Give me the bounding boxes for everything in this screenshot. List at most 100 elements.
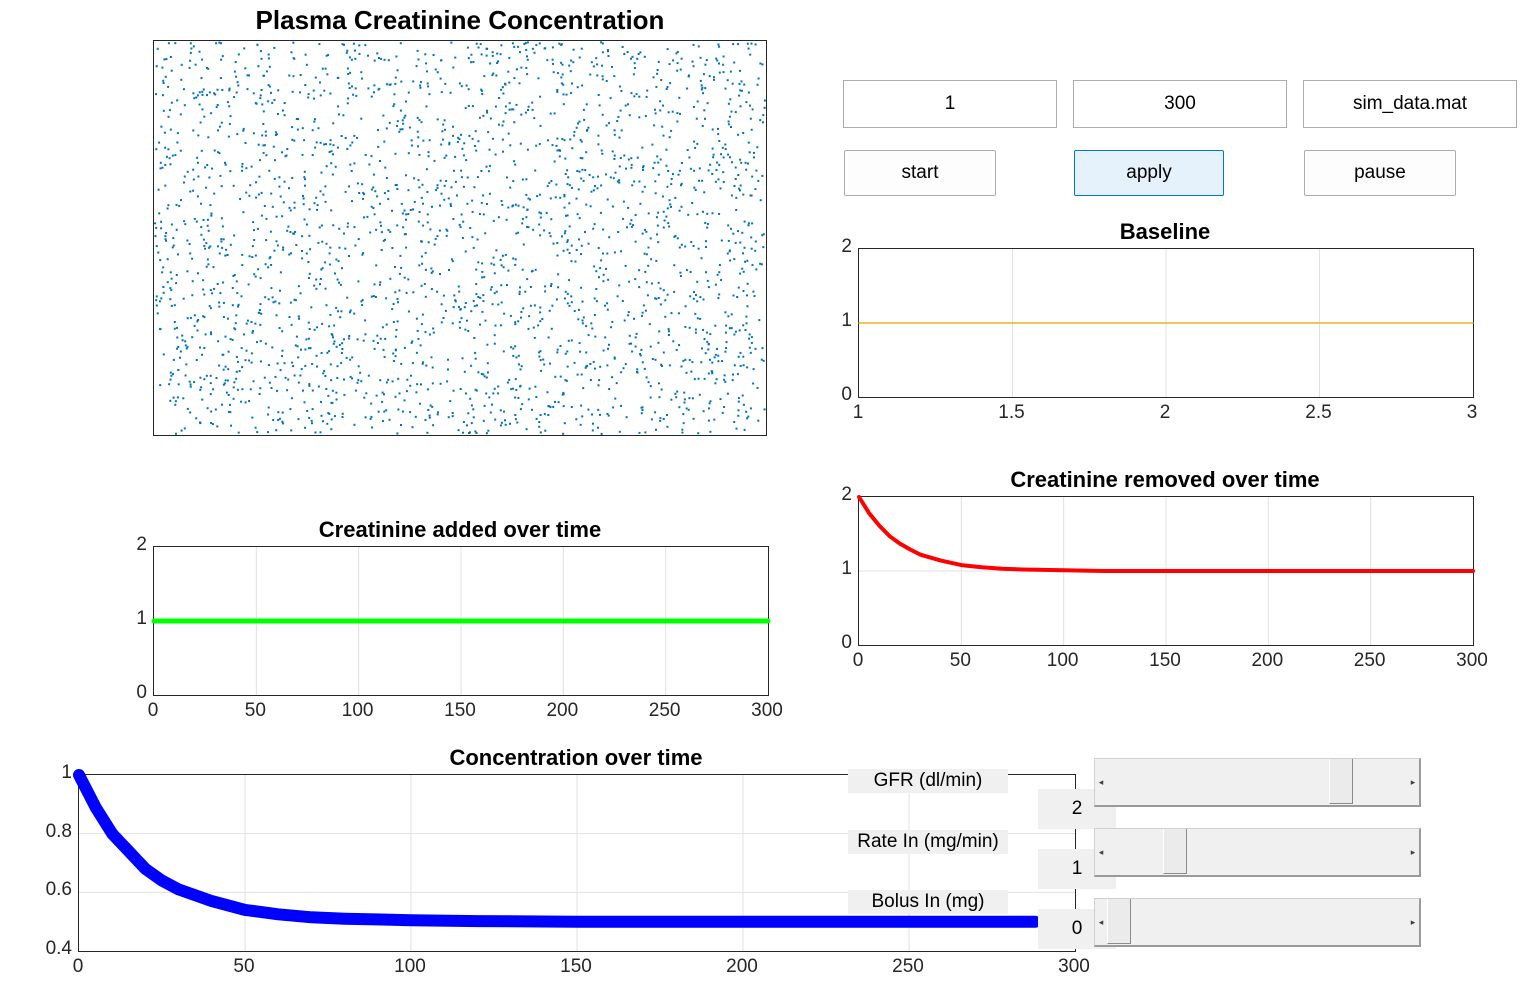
slider-right-arrow-icon[interactable]: ▸ (1410, 777, 1416, 787)
start-time-field[interactable]: 1 (843, 80, 1057, 128)
start-button[interactable]: start (844, 150, 996, 196)
scatter-point (260, 312, 263, 315)
scatter-point (481, 270, 484, 273)
scatter-point (711, 212, 714, 215)
scatter-point (613, 75, 616, 78)
scatter-point (248, 400, 251, 402)
scatter-point (696, 142, 699, 145)
x-tick-label: 100 (341, 700, 374, 721)
scatter-point (399, 128, 402, 131)
scatter-point (270, 387, 273, 389)
scatter-point (303, 401, 306, 404)
scatter-point (668, 364, 671, 367)
slider-left-arrow-icon[interactable]: ◂ (1098, 847, 1104, 857)
scatter-point (629, 222, 632, 225)
scatter-point (217, 245, 219, 248)
scatter-point (607, 414, 610, 417)
scatter-point (742, 193, 745, 196)
scatter-point (329, 143, 332, 146)
scatter-point (241, 366, 244, 369)
scatter-point (251, 330, 254, 332)
filename-field[interactable]: sim_data.mat (1303, 80, 1517, 128)
scatter-point (703, 109, 706, 112)
scatter-point (568, 279, 571, 282)
scatter-point (620, 250, 622, 253)
apply-button[interactable]: apply (1074, 150, 1224, 196)
scatter-point (274, 134, 277, 136)
scatter-point (245, 167, 248, 170)
scatter-point (471, 199, 474, 202)
scatter-point (217, 129, 219, 132)
scatter-point (318, 43, 321, 46)
slider-left-arrow-icon[interactable]: ◂ (1098, 917, 1104, 927)
scatter-point (188, 380, 191, 383)
scatter-point (221, 246, 224, 249)
scatter-point (201, 90, 204, 93)
scatter-point (576, 373, 579, 376)
scatter-point (613, 133, 616, 136)
scatter-point (737, 174, 740, 176)
rate-in-slider-thumb[interactable] (1162, 829, 1187, 874)
scatter-point (320, 224, 323, 227)
scatter-point (286, 389, 289, 392)
rate-in-slider[interactable]: ◂ ▸ (1094, 828, 1421, 877)
scatter-point (502, 120, 505, 123)
scatter-point (645, 253, 648, 256)
scatter-point (492, 392, 495, 395)
bolus-in-slider-thumb[interactable] (1107, 899, 1131, 944)
scatter-point (359, 371, 362, 374)
scatter-point (722, 71, 725, 74)
scatter-point (539, 350, 542, 353)
scatter-point (246, 74, 249, 77)
scatter-point (363, 396, 366, 399)
scatter-point (604, 336, 607, 339)
scatter-point (760, 358, 763, 361)
end-time-field[interactable]: 300 (1073, 80, 1287, 128)
gfr-slider-thumb[interactable] (1329, 759, 1354, 804)
scatter-point (339, 283, 342, 286)
scatter-point (340, 310, 343, 313)
pause-button[interactable]: pause (1304, 150, 1456, 196)
scatter-point (475, 149, 478, 152)
scatter-point (581, 415, 584, 418)
scatter-point (701, 125, 704, 127)
scatter-point (741, 394, 744, 397)
scatter-point (224, 335, 227, 338)
scatter-point (729, 98, 732, 101)
scatter-point (270, 192, 273, 195)
scatter-point (493, 387, 496, 390)
scatter-point (303, 218, 306, 221)
slider-left-arrow-icon[interactable]: ◂ (1098, 777, 1104, 787)
scatter-point (477, 46, 480, 49)
scatter-point (482, 294, 485, 297)
scatter-point (576, 170, 579, 172)
scatter-point (703, 338, 706, 340)
scatter-point (213, 149, 216, 152)
scatter-point (403, 399, 406, 402)
scatter-point (315, 354, 318, 357)
y-tick-label: 1 (841, 558, 852, 579)
scatter-point (193, 217, 196, 220)
slider-right-arrow-icon[interactable]: ▸ (1410, 847, 1416, 857)
scatter-point (596, 187, 599, 190)
slider-right-arrow-icon[interactable]: ▸ (1410, 917, 1416, 927)
gfr-slider[interactable]: ◂ ▸ (1094, 758, 1421, 807)
scatter-point (166, 258, 169, 261)
scatter-point (752, 290, 755, 293)
scatter-point (171, 246, 174, 249)
scatter-point (563, 232, 566, 235)
scatter-point (380, 224, 382, 227)
x-tick-label: 200 (1251, 650, 1284, 671)
scatter-point (212, 388, 215, 391)
scatter-point (580, 140, 583, 143)
scatter-point (729, 70, 732, 73)
scatter-point (299, 374, 302, 377)
scatter-point (368, 163, 371, 166)
scatter-point (597, 134, 600, 137)
scatter-point (388, 418, 391, 421)
scatter-point (310, 419, 313, 422)
bolus-in-slider[interactable]: ◂ ▸ (1094, 898, 1421, 947)
scatter-point (580, 404, 583, 407)
scatter-point (345, 356, 348, 359)
scatter-point (392, 321, 395, 323)
